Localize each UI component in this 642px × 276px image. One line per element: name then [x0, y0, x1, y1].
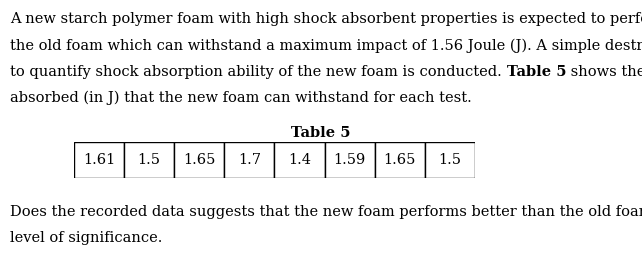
Text: absorbed (in J) that the new foam can withstand for each test.: absorbed (in J) that the new foam can wi… [10, 91, 472, 105]
Text: level of significance.: level of significance. [10, 231, 162, 245]
Text: 1.61: 1.61 [83, 153, 115, 167]
Text: 1.5: 1.5 [438, 153, 462, 167]
Text: 1.65: 1.65 [384, 153, 416, 167]
Text: 1.65: 1.65 [183, 153, 216, 167]
Bar [124, 142, 174, 177]
Text: 1.4: 1.4 [288, 153, 311, 167]
Bar [174, 142, 224, 177]
Bar [375, 142, 425, 177]
Bar [274, 142, 325, 177]
Bar [325, 142, 375, 177]
Text: A new starch polymer foam with high shock absorbent properties is expected to pe: A new starch polymer foam with high shoc… [10, 12, 642, 26]
Text: to quantify shock absorption ability of the new foam is conducted.: to quantify shock absorption ability of … [10, 65, 507, 79]
Text: Table 5: Table 5 [507, 65, 566, 79]
Text: shows the impact energy: shows the impact energy [566, 65, 642, 79]
Text: 1.5: 1.5 [137, 153, 160, 167]
Text: 1.59: 1.59 [334, 153, 366, 167]
Text: Does the recorded data suggests that the new foam performs better than the old f: Does the recorded data suggests that the… [10, 205, 642, 219]
Bar [224, 142, 274, 177]
Text: the old foam which can withstand a maximum impact of 1.56 Joule (J). A simple de: the old foam which can withstand a maxim… [10, 39, 642, 53]
Text: Table 5: Table 5 [291, 126, 351, 140]
Bar [425, 142, 475, 177]
Bar [74, 142, 124, 177]
Text: 1.7: 1.7 [238, 153, 261, 167]
